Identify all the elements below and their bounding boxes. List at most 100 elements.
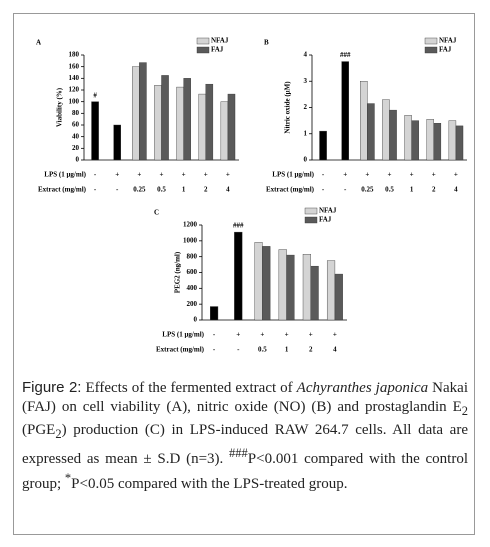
bar [411, 120, 419, 161]
row-label: LPS (1 μg/ml) [272, 171, 314, 179]
caption-superscript: * [64, 471, 72, 485]
bar [176, 86, 184, 161]
legend-label: NFAJ [211, 37, 229, 45]
x-tick-label: 2 [204, 186, 208, 194]
y-tick-label: 80 [72, 109, 80, 117]
y-tick-label: 180 [69, 51, 80, 59]
y-tick-label: 20 [72, 144, 80, 152]
chart: A Viability (%) 0 20 40 60 80 100 120 140 160 180 - -… [36, 37, 239, 194]
bar [360, 81, 368, 161]
caption-superscript: ### [229, 446, 248, 460]
legend-swatch [304, 216, 318, 224]
bar [132, 66, 140, 161]
legend-label: FAJ [439, 46, 452, 54]
bar [91, 101, 99, 161]
bar [310, 265, 319, 321]
bar [367, 103, 375, 161]
lps-label: + [204, 171, 208, 179]
bar [183, 78, 191, 161]
caption-text: P<0.05 compared with the LPS-treated gro… [71, 476, 348, 492]
legend-swatch [424, 46, 438, 54]
bar [198, 93, 206, 161]
bar [334, 273, 343, 321]
y-tick-label: 160 [69, 62, 80, 70]
bar [262, 246, 271, 321]
row-label: LPS (1 μg/ml) [44, 171, 86, 179]
panel-label: B [264, 39, 269, 47]
x-tick-label: 0.5 [385, 186, 394, 194]
y-tick-label: 4 [304, 51, 308, 59]
bar [205, 83, 214, 161]
bar [426, 119, 434, 161]
bar [319, 130, 327, 161]
bar [455, 125, 464, 161]
y-tick-label: 100 [69, 97, 80, 105]
bar [404, 115, 412, 161]
y-tick-label: 0 [194, 316, 198, 324]
bar [227, 93, 236, 161]
y-tick-label: 60 [72, 121, 80, 129]
bar [389, 109, 397, 161]
lps-label: - [213, 331, 216, 339]
caption-subscript: 2 [461, 404, 468, 418]
bar [234, 231, 243, 321]
bar [154, 85, 162, 161]
y-tick-label: 0 [304, 156, 308, 164]
x-tick-label: 0.25 [133, 186, 146, 194]
caption-text: ) production (C) in LPS-induced RAW 264.… [22, 422, 468, 467]
y-tick-label: 120 [69, 86, 80, 94]
lps-label: + [410, 171, 414, 179]
x-tick-label: - [213, 346, 216, 354]
y-tick-label: 40 [72, 132, 80, 140]
y-tick-label: 3 [304, 77, 308, 85]
x-tick-label: 0.25 [361, 186, 374, 194]
lps-label: + [226, 171, 230, 179]
y-tick-label: 400 [187, 284, 198, 292]
bar [286, 254, 295, 321]
y-tick-label: 200 [187, 300, 198, 308]
annotation: ### [233, 222, 244, 230]
x-tick-label: 4 [454, 186, 458, 194]
y-tick-label: 1200 [183, 221, 198, 229]
lps-label: + [137, 171, 141, 179]
lps-label: + [343, 171, 347, 179]
y-axis-label: Nitric oxide (μM) [284, 81, 292, 134]
bar [139, 62, 147, 161]
figure-frame [13, 13, 475, 535]
legend-swatch [196, 46, 210, 54]
bar [220, 101, 229, 161]
bar [341, 61, 349, 161]
y-tick-label: 2 [304, 103, 308, 111]
lps-label: - [322, 171, 325, 179]
panel-label: A [36, 39, 41, 47]
bar [433, 123, 442, 161]
lps-label: + [432, 171, 436, 179]
legend-swatch [424, 37, 438, 45]
bar [302, 254, 311, 321]
x-tick-label: 1 [285, 346, 289, 354]
row-label: LPS (1 μg/ml) [162, 331, 204, 339]
x-tick-label: 2 [309, 346, 313, 354]
bar [278, 249, 287, 321]
lps-label: + [236, 331, 240, 339]
lps-label: + [388, 171, 392, 179]
bar [254, 242, 263, 321]
x-tick-label: 4 [226, 186, 230, 194]
x-tick-label: 4 [333, 346, 337, 354]
lps-label: + [115, 171, 119, 179]
lps-label: + [365, 171, 369, 179]
bar [326, 260, 336, 321]
x-tick-label: - [116, 186, 119, 194]
bar [161, 75, 169, 161]
lps-label: + [160, 171, 164, 179]
row-label: Extract (mg/ml) [156, 346, 205, 354]
panel-label: C [154, 209, 159, 217]
lps-label: + [182, 171, 186, 179]
annotation: # [93, 91, 97, 99]
x-tick-label: 1 [410, 186, 414, 194]
lps-label: + [285, 331, 289, 339]
y-tick-label: 1000 [183, 236, 198, 244]
x-tick-label: - [344, 186, 347, 194]
lps-label: + [309, 331, 313, 339]
